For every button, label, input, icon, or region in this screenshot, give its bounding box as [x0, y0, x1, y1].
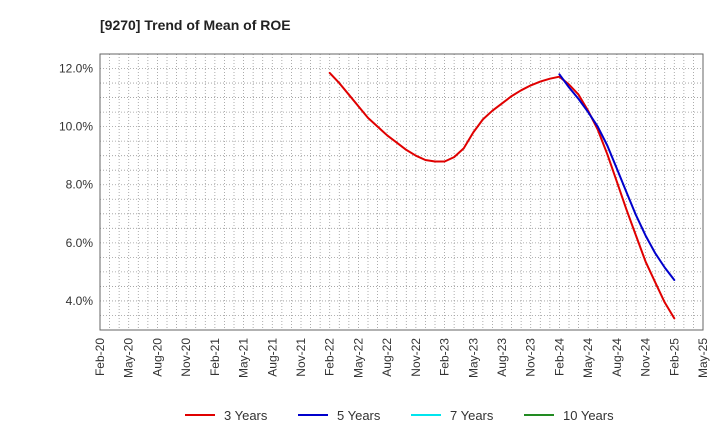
y-axis-tick-labels: 4.0% 6.0% 8.0% 10.0% 12.0%: [59, 62, 93, 308]
x-tick-label: May-21: [237, 338, 251, 378]
legend-item-5-years: 5 Years: [298, 408, 381, 423]
x-tick-label: May-25: [696, 338, 710, 378]
y-tick-label: 12.0%: [59, 62, 93, 76]
y-tick-label: 4.0%: [66, 294, 94, 308]
legend-item-7-years: 7 Years: [411, 408, 494, 423]
x-tick-label: Aug-20: [150, 338, 164, 377]
x-tick-label: Feb-24: [552, 338, 566, 376]
legend-label: 3 Years: [224, 408, 268, 423]
data-series: [328, 71, 676, 320]
x-tick-label: Feb-22: [323, 338, 337, 376]
x-tick-label: Aug-24: [610, 338, 624, 377]
x-tick-label: Nov-24: [639, 338, 653, 377]
legend-item-3-years: 3 Years: [185, 408, 268, 423]
legend-item-10-years: 10 Years: [524, 408, 614, 423]
grid-lines: [99, 53, 704, 330]
x-tick-label: Aug-23: [495, 338, 509, 377]
chart-title: [9270] Trend of Mean of ROE: [100, 17, 291, 33]
legend-label: 5 Years: [337, 408, 381, 423]
x-tick-label: Nov-21: [294, 338, 308, 377]
x-tick-label: Nov-23: [524, 338, 538, 377]
x-tick-label: Feb-25: [667, 338, 681, 376]
x-tick-label: Aug-21: [265, 338, 279, 377]
x-tick-label: Feb-20: [93, 338, 107, 376]
x-tick-label: Feb-21: [208, 338, 222, 376]
x-tick-label: May-20: [122, 338, 136, 378]
y-tick-label: 10.0%: [59, 120, 93, 134]
y-tick-label: 6.0%: [66, 236, 94, 250]
series-line-5-years: [558, 73, 676, 281]
legend: 3 Years 5 Years 7 Years 10 Years: [185, 408, 614, 423]
x-tick-label: Aug-22: [380, 338, 394, 377]
legend-label: 7 Years: [450, 408, 494, 423]
y-tick-label: 8.0%: [66, 178, 94, 192]
x-tick-label: May-24: [581, 338, 595, 378]
x-tick-label: Nov-20: [179, 338, 193, 377]
series-line-3-years: [328, 71, 676, 320]
legend-label: 10 Years: [563, 408, 614, 423]
x-tick-label: May-23: [466, 338, 480, 378]
x-tick-label: Feb-23: [438, 338, 452, 376]
x-tick-label: Nov-22: [409, 338, 423, 377]
x-tick-label: May-22: [351, 338, 365, 378]
plot-area-frame: [99, 53, 704, 331]
x-axis-tick-labels: Feb-20 May-20 Aug-20 Nov-20 Feb-21 May-21 Aug-…: [93, 338, 710, 378]
